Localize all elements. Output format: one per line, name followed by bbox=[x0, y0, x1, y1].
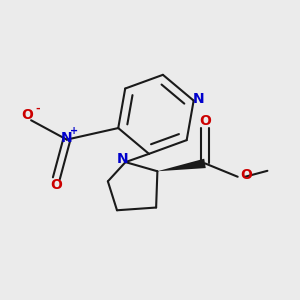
Text: O: O bbox=[199, 114, 211, 128]
Text: O: O bbox=[50, 178, 62, 192]
Text: N: N bbox=[61, 131, 73, 145]
Text: -: - bbox=[35, 104, 40, 114]
Text: O: O bbox=[240, 168, 252, 182]
Text: +: + bbox=[70, 126, 78, 136]
Text: N: N bbox=[192, 92, 204, 106]
Polygon shape bbox=[158, 159, 206, 171]
Text: N: N bbox=[117, 152, 128, 166]
Text: O: O bbox=[22, 108, 34, 122]
